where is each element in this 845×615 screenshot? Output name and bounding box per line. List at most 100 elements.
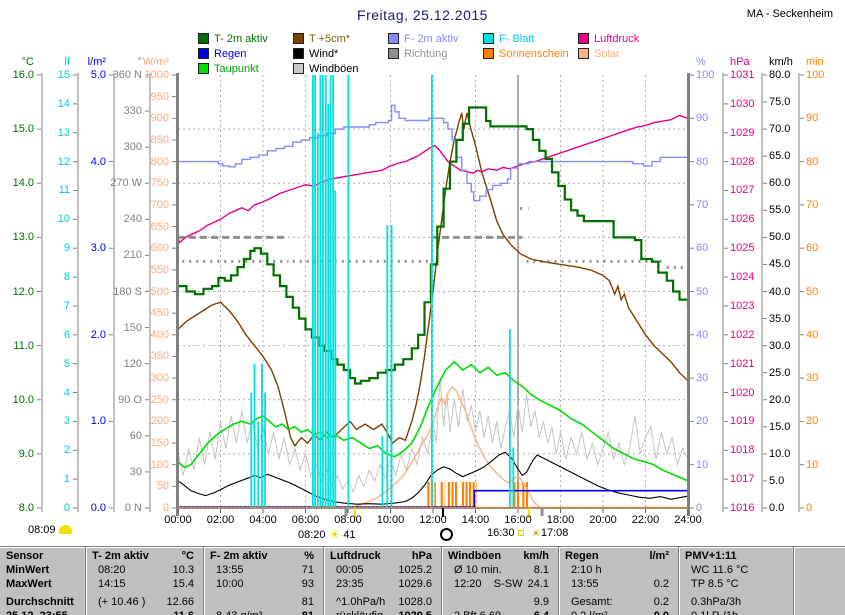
axis-tick-label: 1027 — [730, 184, 755, 197]
table-column-unit: hPa — [411, 550, 432, 562]
legend-label: Solar — [594, 48, 620, 60]
axis-tick-label: 80.0 — [769, 69, 791, 81]
moonrise-icon: ☀ — [531, 528, 541, 540]
table-cell-value: 12.66 — [166, 596, 194, 608]
axis-tick-label: 180 S — [113, 285, 142, 298]
statistics-table: Sensor MinWert MaxWert Durchschnitt 25.12. 2… — [0, 546, 845, 615]
legend-swatch — [483, 48, 494, 59]
axis-header-wm2: W/m² — [142, 56, 169, 68]
axis-tick-label: 700 — [150, 198, 169, 211]
legend-label: Regen — [214, 48, 247, 60]
axis-tick-label: 300 — [123, 141, 142, 154]
legend-swatch — [198, 33, 209, 44]
table-cell-value: 81 — [301, 596, 314, 608]
axis-tick-label: 40.0 — [769, 285, 791, 298]
axis-tick-label: 10 — [806, 458, 819, 471]
sunset-icon — [517, 530, 524, 536]
table-cell-value: 71 — [301, 564, 314, 576]
axis-tick-label: 4.0 — [90, 155, 106, 168]
table-cell-value: 6.4 — [441, 610, 549, 615]
axis-tick-label: 70 — [806, 198, 819, 211]
axis-tick-label: 80 — [696, 155, 709, 168]
table-column-header: Windböen — [448, 550, 502, 562]
axis-tick-label: 15 — [57, 69, 70, 81]
axis-tick-label: 14.0 — [12, 177, 34, 190]
table-cell-label: WC 11.6 °C — [691, 564, 749, 576]
table-cell-label: TP 8.5 °C — [691, 578, 739, 590]
axis-tick-label: 10.0 — [12, 393, 34, 406]
axis-tick-label: 70.0 — [769, 123, 791, 136]
axis-header-lf: lf — [64, 56, 71, 68]
legend-item-sonnenschein: Sonnenschein — [483, 48, 569, 61]
legend-label: T- 2m aktiv — [214, 33, 268, 45]
axis-tick-label: 1031 — [730, 69, 755, 81]
table-separator-highlight — [559, 547, 560, 615]
legend-swatch — [293, 33, 304, 44]
axis-tick-label: 150 — [150, 437, 169, 450]
legend-label: T +5cm* — [309, 33, 351, 45]
table-separator-highlight — [324, 547, 325, 615]
table-cell-label: 2 Bft 6.69 — [454, 610, 501, 615]
axis-tick-label: 11.0 — [13, 339, 34, 352]
table-separator — [203, 547, 204, 615]
axis-tick-label: 1025 — [730, 242, 755, 255]
table-separator — [793, 547, 794, 615]
series-wind — [177, 451, 689, 505]
temp-min-marker: 08:20 ☀ 41 — [298, 527, 356, 543]
table-cell-value: 1025.2 — [398, 564, 432, 576]
axis-tick-label: 12 — [57, 155, 70, 168]
legend-item-f-blatt: F- Blatt — [483, 33, 534, 46]
table-cell-label: 0.1l R./1h — [691, 610, 738, 615]
legend-label: F- 2m aktiv — [404, 33, 459, 45]
legend-label: Windböen — [309, 63, 359, 75]
axis-tick-label: 20.0 — [769, 393, 791, 406]
axis-tick-label: 450 — [150, 307, 169, 320]
table-separator — [678, 547, 679, 615]
table-column-unit: km/h — [523, 550, 549, 562]
axis-tick-label: 20 — [696, 415, 709, 428]
axis-header-hpa: hPa — [730, 56, 750, 68]
axis-tick-label: 100 — [696, 69, 715, 81]
series-f2m — [178, 104, 688, 202]
legend-item-luftdruck: Luftdruck — [578, 33, 639, 46]
axis-tick-label: 60.0 — [769, 177, 791, 190]
axis-header-minutes: min — [806, 56, 824, 68]
table-row-label: Durchschnitt — [6, 596, 74, 608]
legend-swatch — [293, 63, 304, 74]
axis-tick-label: 20 — [806, 415, 819, 428]
table-cell-value: 1028.0 — [398, 596, 432, 608]
axis-tick-label: 50 — [806, 285, 819, 298]
table-separator-highlight — [86, 547, 87, 615]
axis-tick-label: 1023 — [730, 299, 755, 312]
table-cell-value: 24.1 — [527, 578, 549, 590]
table-cell-label: 13:55 — [216, 564, 244, 576]
table-cell-value: 9.9 — [533, 596, 549, 608]
axis-tick-label: 4 — [63, 386, 70, 399]
axis-tick-label: 360 N — [112, 69, 142, 81]
table-cell-label: Ø 10 min. — [454, 564, 502, 576]
axis-tick-label: 500 — [150, 285, 169, 298]
axis-tick-label: 0.0 — [769, 502, 785, 514]
axis-tick-label: 270 W — [110, 177, 142, 190]
table-cell-label: rückläufig — [336, 610, 383, 615]
table-separator — [323, 547, 324, 615]
x-tick-label: 16:00 — [504, 514, 532, 526]
table-cell-label: 10:00 — [216, 578, 244, 590]
x-tick-label: 00:00 — [164, 514, 192, 526]
table-cell-value: 15.4 — [172, 578, 194, 590]
table-cell-label: Gesamt: — [571, 596, 613, 608]
axis-tick-label: 240 — [123, 213, 142, 226]
axis-tick-label: 750 — [150, 177, 169, 190]
axis-tick-label: 2.0 — [90, 328, 106, 341]
x-tick-label: 12:00 — [419, 514, 447, 526]
legend-item-solar: Solar — [578, 48, 620, 61]
axis-tick-label: 3 — [63, 415, 70, 428]
axis-tick-label: 45.0 — [769, 258, 791, 271]
moon-phase-icon — [440, 528, 453, 541]
table-cell-label: 12:20 S-SW — [454, 578, 523, 590]
legend-item-t-2m-aktiv: T- 2m aktiv — [198, 33, 268, 46]
legend-item-f-2m-aktiv: F- 2m aktiv — [388, 33, 458, 46]
table-column-header: F- 2m aktiv — [210, 550, 268, 562]
axis-tick-label: 55.0 — [769, 204, 791, 217]
axis-tick-label: 90 O — [118, 393, 142, 406]
